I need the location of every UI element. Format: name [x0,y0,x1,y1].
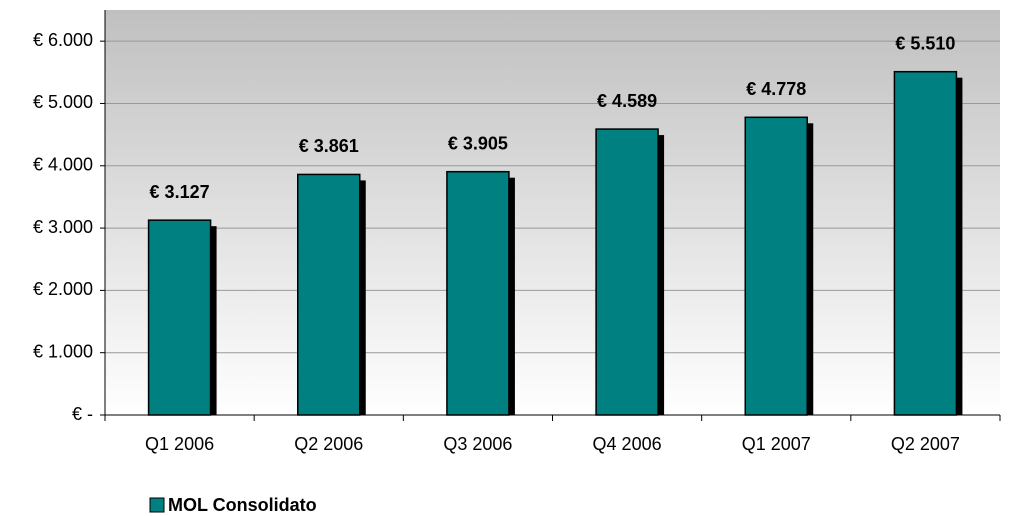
value-label: € 4.778 [746,79,806,99]
value-label: € 4.589 [597,91,657,111]
x-tick-label: Q1 2006 [145,434,214,454]
x-tick-label: Q2 2007 [891,434,960,454]
bar [297,173,361,416]
y-tick-label: € 3.000 [33,217,93,237]
value-label: € 3.127 [150,182,210,202]
value-label: € 3.861 [299,136,359,156]
x-tick-label: Q1 2007 [742,434,811,454]
plot-area [105,10,1000,415]
x-tick-label: Q3 2006 [443,434,512,454]
legend-swatch [149,497,165,513]
bar [744,116,808,416]
y-tick-label: € 5.000 [33,92,93,112]
y-tick-label: € 6.000 [33,30,93,50]
x-tick-label: Q2 2006 [294,434,363,454]
x-tick-label: Q4 2006 [593,434,662,454]
y-tick-label: € - [72,404,93,424]
y-tick-label: € 4.000 [33,155,93,175]
y-tick-label: € 2.000 [33,279,93,299]
value-label: € 3.905 [448,133,508,153]
y-tick-label: € 1.000 [33,341,93,361]
value-label: € 5.510 [895,33,955,53]
legend-label: MOL Consolidato [168,495,317,515]
bar [595,128,659,416]
bar [147,219,212,416]
bar [893,70,958,416]
bar [446,170,510,416]
